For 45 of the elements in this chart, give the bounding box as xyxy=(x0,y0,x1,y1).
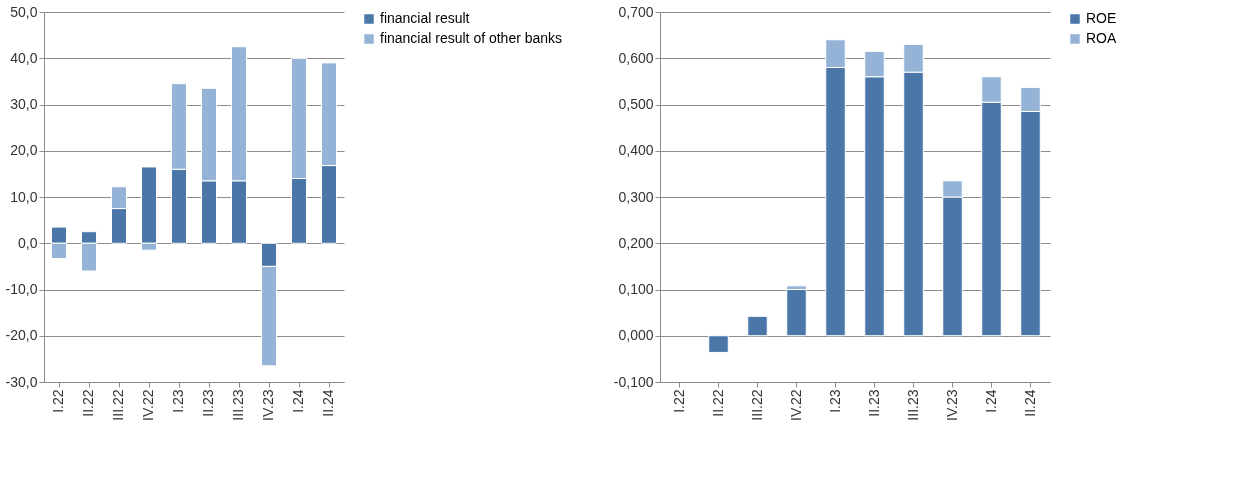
legend-label: ROA xyxy=(1086,30,1117,46)
y-tick-label: -10,0 xyxy=(5,281,38,297)
y-tick-label: 0,700 xyxy=(618,3,654,20)
x-tick-label: II.22 xyxy=(709,389,726,417)
bar xyxy=(708,335,729,353)
y-tick-label: 0,300 xyxy=(618,188,654,205)
legend-label: ROE xyxy=(1086,10,1117,26)
bar xyxy=(786,289,807,337)
y-tick-label: 0,400 xyxy=(618,142,654,159)
x-tick-label: IV.22 xyxy=(140,389,156,421)
y-tick-label: -30,0 xyxy=(5,373,38,390)
y-tick-label: 0,600 xyxy=(618,49,654,66)
y-tick-label: -0,100 xyxy=(613,373,654,390)
legend-label: financial result xyxy=(380,10,470,26)
y-tick-label: 0,500 xyxy=(618,96,654,112)
bar xyxy=(747,315,768,337)
y-tick-label: 0,000 xyxy=(618,327,654,344)
x-tick-label: II.23 xyxy=(200,389,216,417)
x-tick-label: I.24 xyxy=(982,389,999,413)
x-tick-label: III.22 xyxy=(748,389,765,421)
x-tick-label: II.24 xyxy=(1021,389,1038,417)
y-tick-label: 30,0 xyxy=(10,96,38,112)
y-tick-label: 0,0 xyxy=(18,234,38,251)
x-tick-label: III.23 xyxy=(904,389,921,421)
x-tick-label: IV.22 xyxy=(787,389,804,421)
x-tick-label: II.24 xyxy=(320,389,336,417)
y-tick-label: -20,0 xyxy=(5,327,38,344)
y-tick-label: 40,0 xyxy=(10,49,38,66)
x-tick-label: IV.23 xyxy=(260,389,276,421)
x-tick-label: II.23 xyxy=(865,389,882,417)
x-tick-label: I.23 xyxy=(170,389,186,413)
x-tick-label: III.22 xyxy=(110,389,126,421)
y-tick-label: 0,200 xyxy=(618,234,654,251)
x-tick-label: I.22 xyxy=(670,389,687,413)
legend-label: financial result of other banks xyxy=(380,30,563,46)
x-tick-label: III.23 xyxy=(230,389,246,421)
x-tick-label: I.22 xyxy=(50,389,66,413)
y-tick-label: 50,0 xyxy=(10,3,38,20)
y-tick-label: 20,0 xyxy=(10,142,38,159)
x-tick-label: I.23 xyxy=(826,389,843,413)
x-tick-label: I.24 xyxy=(290,389,306,413)
y-tick-label: 0,100 xyxy=(618,281,654,297)
y-tick-label: 10,0 xyxy=(10,188,38,205)
x-tick-label: II.22 xyxy=(80,389,96,417)
x-tick-label: IV.23 xyxy=(943,389,960,421)
